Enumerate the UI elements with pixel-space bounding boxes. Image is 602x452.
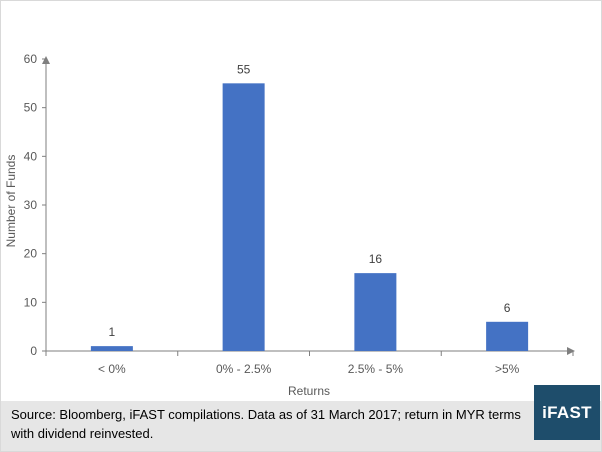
y-axis: 0 10 20 30 40 50 60 [24,52,50,358]
data-label: 6 [504,301,511,315]
y-axis-title: Number of Funds [4,155,18,248]
y-tick-label: 60 [24,52,38,66]
data-label: 1 [109,325,116,339]
data-label: 55 [237,62,251,76]
x-axis: < 0% 0% - 2.5% 2.5% - 5% >5% [45,347,575,376]
logo-text: iFAST [542,402,592,422]
y-tick-label: 0 [30,344,37,358]
y-tick-label: 10 [24,295,38,309]
x-tick-label: >5% [495,362,520,376]
y-tick-label: 20 [24,247,38,261]
x-tick-label: 0% - 2.5% [216,362,272,376]
data-label: 16 [369,252,383,266]
y-tick-label: 40 [24,149,38,163]
bar [354,273,397,351]
bar [90,346,133,351]
footer-bar [1,401,601,451]
source-note: Source: Bloomberg, iFAST compilations. D… [11,407,521,441]
y-axis-arrow [42,56,50,64]
x-tick-label: < 0% [98,362,126,376]
x-axis-title: Returns [288,384,330,398]
x-tick-label: 2.5% - 5% [348,362,404,376]
bar [486,321,529,351]
ifast-logo: iFAST [534,385,600,440]
y-tick-label: 50 [24,101,38,115]
x-axis-arrow [567,347,575,355]
bar [222,83,265,351]
bars: 1 55 16 6 [90,62,529,351]
y-tick-label: 30 [24,198,38,212]
